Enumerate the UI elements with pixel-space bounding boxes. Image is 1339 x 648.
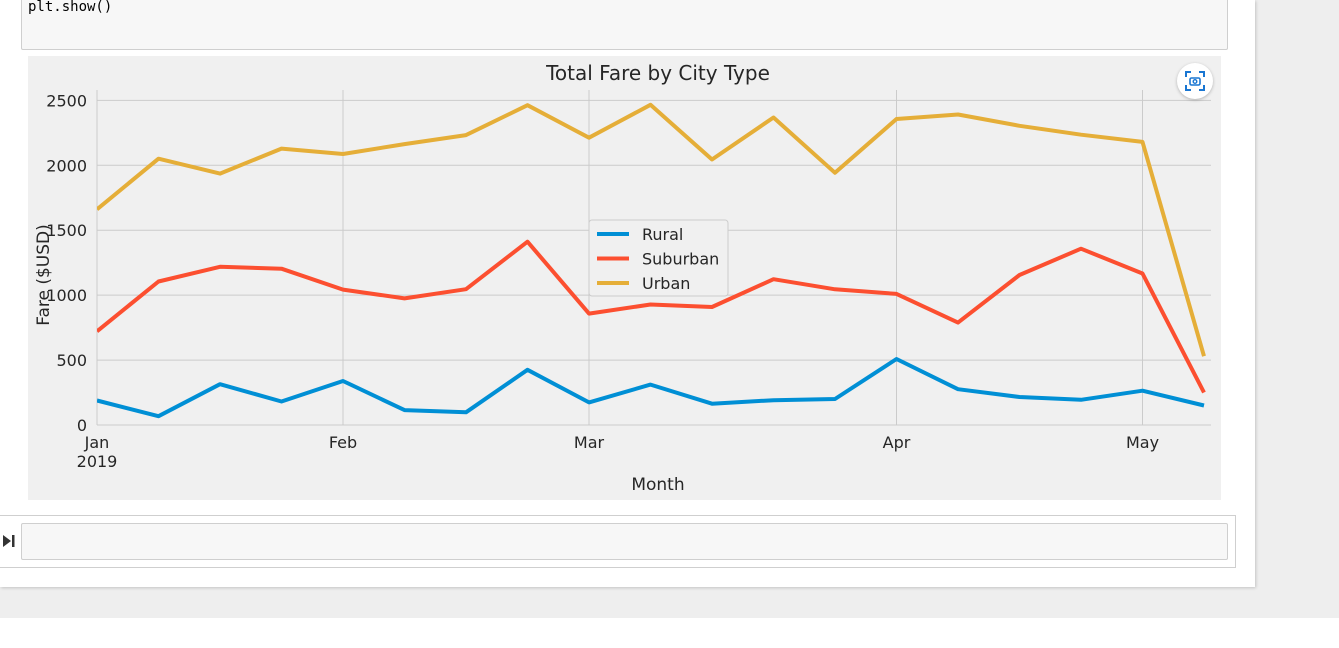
x-tick-label: May [1126,433,1159,452]
x-axis-label: Month [631,475,684,495]
series-line-suburban [97,239,1206,394]
x-tick-label: Jan [84,433,110,452]
y-tick-label: 1000 [46,286,87,305]
chart-series [97,102,1206,419]
x-tick-sublabel: 2019 [77,452,118,471]
y-tick-label: 2500 [46,91,87,110]
series-line-rural [97,357,1205,419]
y-axis-label: Fare ($USD) [34,224,54,326]
fullscreen-icon [1185,71,1205,91]
y-tick-label: 500 [56,351,87,370]
run-cell-icon[interactable] [2,533,16,549]
chart-title: Total Fare by City Type [545,61,770,85]
notebook-panel: plt.show() 0 500 1000 1500 2000 2500 Jan 2019 Fe… [0,0,1255,587]
code-input[interactable] [21,523,1228,560]
cell-output: 0 500 1000 1500 2000 2500 Jan 2019 Feb Mar Apr May … [28,56,1221,500]
x-tick-label: Apr [883,433,911,452]
x-tick-label: Feb [329,433,357,452]
legend-label-suburban: Suburban [642,250,719,269]
empty-code-cell [0,515,1236,568]
y-tick-label: 2000 [46,156,87,175]
series-line-urban [97,102,1206,357]
x-tick-label: Mar [574,433,605,452]
legend-label-rural: Rural [642,225,683,244]
fullscreen-button[interactable] [1177,63,1213,99]
legend-label-urban: Urban [642,274,690,293]
chart-legend: Rural Suburban Urban [588,219,729,297]
y-tick-label: 0 [77,416,87,435]
code-line: plt.show() [28,0,113,15]
code-cell[interactable]: plt.show() [21,0,1228,50]
legend-box [588,219,729,297]
y-tick-label: 1500 [46,221,87,240]
